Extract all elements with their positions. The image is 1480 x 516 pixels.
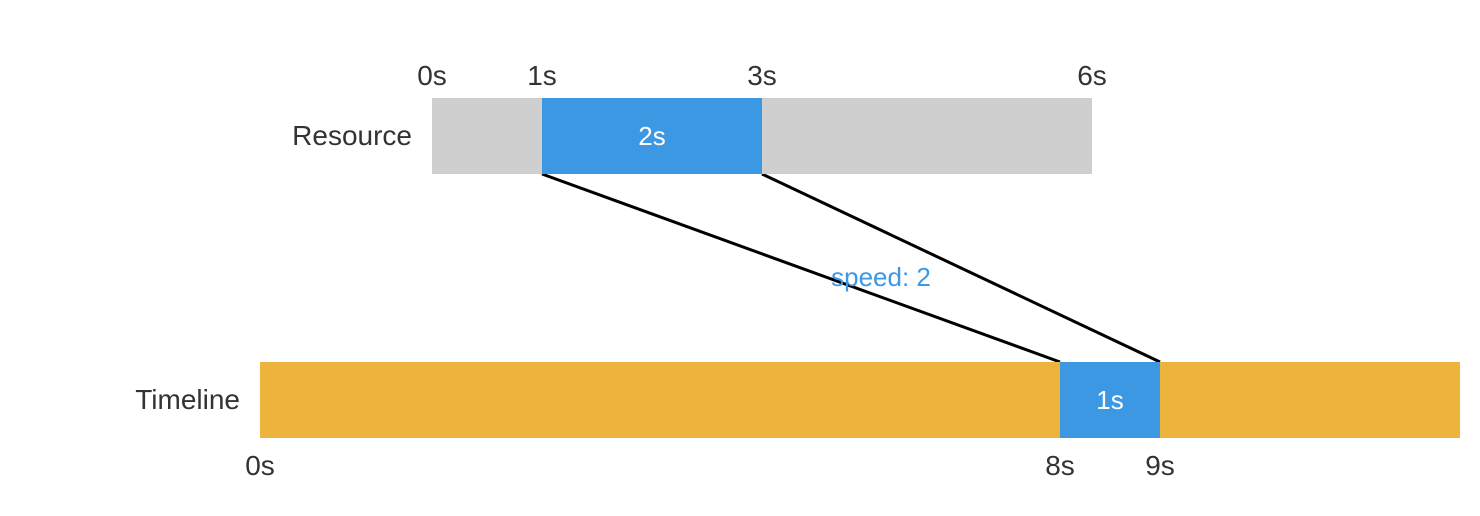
connector-lines	[0, 0, 1480, 516]
timeline-bar-background	[260, 362, 1460, 438]
resource-tick-0s: 0s	[417, 60, 447, 92]
diagram-stage: Resource 2s Timeline 1s speed: 2 0s 1s 3s 6…	[0, 0, 1480, 516]
timeline-segment-duration-label: 1s	[1096, 385, 1123, 416]
resource-bar-background	[432, 98, 1092, 174]
timeline-tick-9s: 9s	[1145, 450, 1175, 482]
timeline-row-label: Timeline	[0, 384, 240, 416]
resource-tick-6s: 6s	[1077, 60, 1107, 92]
timeline-tick-0s: 0s	[245, 450, 275, 482]
resource-row-label: Resource	[0, 120, 412, 152]
speed-label: speed: 2	[831, 262, 931, 293]
timeline-tick-8s: 8s	[1045, 450, 1075, 482]
resource-tick-1s: 1s	[527, 60, 557, 92]
resource-tick-3s: 3s	[747, 60, 777, 92]
resource-segment-duration-label: 2s	[638, 121, 665, 152]
